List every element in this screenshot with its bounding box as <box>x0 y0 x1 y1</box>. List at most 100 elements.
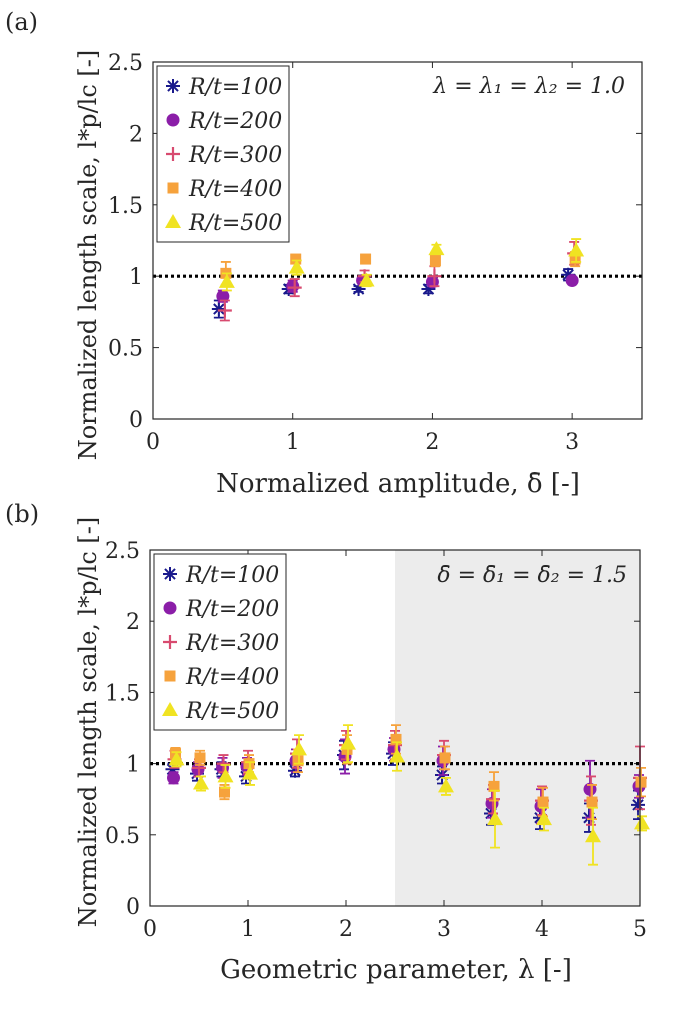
panel-b-data-point <box>390 733 402 745</box>
panel-b-y-axis-label: Normalized length scale, l*p/lc [-] <box>74 517 102 928</box>
panel-a-data-point <box>211 302 226 317</box>
panel-a-data-point <box>568 242 585 257</box>
panel-a-data-point <box>427 269 442 284</box>
panel-b-x-tick-label: 3 <box>437 917 451 942</box>
panel-b-y-tick-label: 2.5 <box>105 539 140 564</box>
panel-b-x-tick-label: 5 <box>633 917 647 942</box>
panel-b-data-point <box>292 755 304 767</box>
panel-b-chart: 0 1 2 3 4 5 0 0.5 1 1.5 2 2.5 R/t=100 R/t=200 R/t=300 R… <box>105 539 650 942</box>
panel-b-axes-frame <box>149 549 641 907</box>
panel-b-data-point <box>487 811 503 826</box>
panel-b-data-point <box>635 776 647 788</box>
panel-a-data-point <box>429 254 441 266</box>
panel-a-chart: 0 1 2 3 0 0.5 1 1.5 2 2.5 R/t=100 R/t=200 R/t=300 R/t… <box>108 51 643 455</box>
panel-a-x-tick-label: 2 <box>425 430 439 455</box>
panel-a-label: (a) <box>5 8 38 36</box>
panel-b-annotation: δ̄ = δ̄₁ = δ̄₂ = 1.5 <box>437 563 627 588</box>
panel-b-y-tick-label: 1.5 <box>105 681 140 706</box>
panel-b-legend-label: R/t=200 <box>185 597 279 622</box>
panel-b-data-point <box>488 780 500 792</box>
panel-a-legend-marker <box>165 214 181 228</box>
panel-a-legend-label: R/t=300 <box>188 143 282 168</box>
panel-a-data-point <box>421 282 436 297</box>
panel-a-x-axis-label: Normalized amplitude, δ̄ [-] <box>216 469 580 499</box>
panel-b-x-tick-label: 1 <box>241 917 255 942</box>
panel-b-y-tick-label: 0.5 <box>105 824 140 849</box>
panel-a-data-point <box>425 275 439 289</box>
panel-a-y-tick-label: 2 <box>129 122 143 147</box>
panel-b-data-point <box>533 810 547 825</box>
panel-b-data-point <box>634 815 650 830</box>
panel-a-x-tick-label: 0 <box>146 430 160 455</box>
panel-a-data-point <box>428 241 445 256</box>
panel-a-data-point <box>216 289 230 303</box>
panel-b-data-point <box>389 748 405 763</box>
panel-a-data-point <box>561 267 576 282</box>
panel-a-legend-marker <box>167 182 179 194</box>
panel-b-x-axis-label: Geometric parameter, λ [-] <box>220 955 572 985</box>
panel-a-legend-label: R/t=200 <box>188 109 282 134</box>
panel-b-y-tick-label: 2 <box>126 610 140 635</box>
panel-b-data-point <box>217 768 234 783</box>
panel-b-label: (b) <box>5 500 39 528</box>
panel-b-legend-label: R/t=300 <box>185 631 279 656</box>
panel-b-data-point <box>340 735 356 750</box>
panel-a-legend-label: R/t=500 <box>188 211 282 236</box>
panel-a-y-tick-label: 1 <box>129 265 143 290</box>
panel-b-data-point <box>439 752 451 764</box>
panel-b-x-tick-label: 2 <box>339 917 353 942</box>
panel-a-data-point <box>290 253 302 265</box>
panel-a-y-axis-label: Normalized length scale, l*p/lc [-] <box>74 50 102 461</box>
panel-a-series-2 <box>216 273 579 303</box>
panel-a-data-point <box>288 259 305 274</box>
panel-b-legend-label: R/t=100 <box>185 563 279 588</box>
panel-a-data-point <box>287 280 302 295</box>
panel-a-data-point <box>565 273 579 287</box>
panel-a-data-point <box>218 273 235 288</box>
panel-a-x-tick-label: 3 <box>565 430 579 455</box>
panel-b-data-point <box>438 778 454 793</box>
panel-a-y-tick-label: 1.5 <box>108 194 143 219</box>
panel-b-legend-marker <box>164 670 176 682</box>
panel-b-legend-marker <box>162 702 178 716</box>
panel-a-y-tick-label: 0 <box>129 408 143 433</box>
panel-b-data-point <box>537 796 549 808</box>
panel-b-data-point <box>243 758 255 770</box>
panel-a-data-point <box>358 272 375 287</box>
panel-a-series-4 <box>220 251 581 286</box>
panel-b-legend-label: R/t=500 <box>185 699 279 724</box>
panel-a-legend-label: R/t=400 <box>188 177 282 202</box>
panel-a-series-5 <box>218 238 585 292</box>
panel-b-x-tick-label: 0 <box>143 917 157 942</box>
panel-b-y-tick-label: 0 <box>126 895 140 920</box>
panel-b-data-point <box>167 771 180 785</box>
panel-b-data-point <box>583 782 597 796</box>
panel-a-legend-marker <box>166 113 180 127</box>
panel-a-data-point <box>217 303 232 318</box>
panel-b-series-5 <box>168 724 650 866</box>
panel-b-data-point <box>216 756 231 771</box>
panel-b-y-tick-label: 1 <box>126 753 140 778</box>
panel-b-data-point <box>288 763 302 778</box>
panel-b-legend-label: R/t=400 <box>185 665 279 690</box>
panel-b-data-point <box>486 792 500 807</box>
panel-b-data-point <box>291 741 307 756</box>
panel-a-data-point <box>351 282 366 297</box>
panel-a-y-tick-label: 2.5 <box>108 51 143 76</box>
panel-b-data-point <box>242 765 258 780</box>
panel-b-x-tick-label: 4 <box>535 917 549 942</box>
panel-b-data-point <box>219 786 230 798</box>
panel-b-data-point <box>193 775 209 790</box>
panel-b-data-point <box>194 752 206 764</box>
panel-b-legend-marker <box>163 601 177 615</box>
panel-b-legend-marker <box>163 567 177 581</box>
panel-a-data-point <box>569 253 581 265</box>
panel-a-annotation: λ = λ₁ = λ₂ = 1.0 <box>432 74 625 99</box>
panel-a-data-point <box>360 253 372 265</box>
panel-a-x-tick-label: 1 <box>286 430 300 455</box>
panel-b-shaded-region <box>395 550 640 906</box>
panel-b-data-point <box>631 797 645 812</box>
panel-a-legend-label: R/t=100 <box>188 75 282 100</box>
panel-b-data-point <box>585 828 601 843</box>
